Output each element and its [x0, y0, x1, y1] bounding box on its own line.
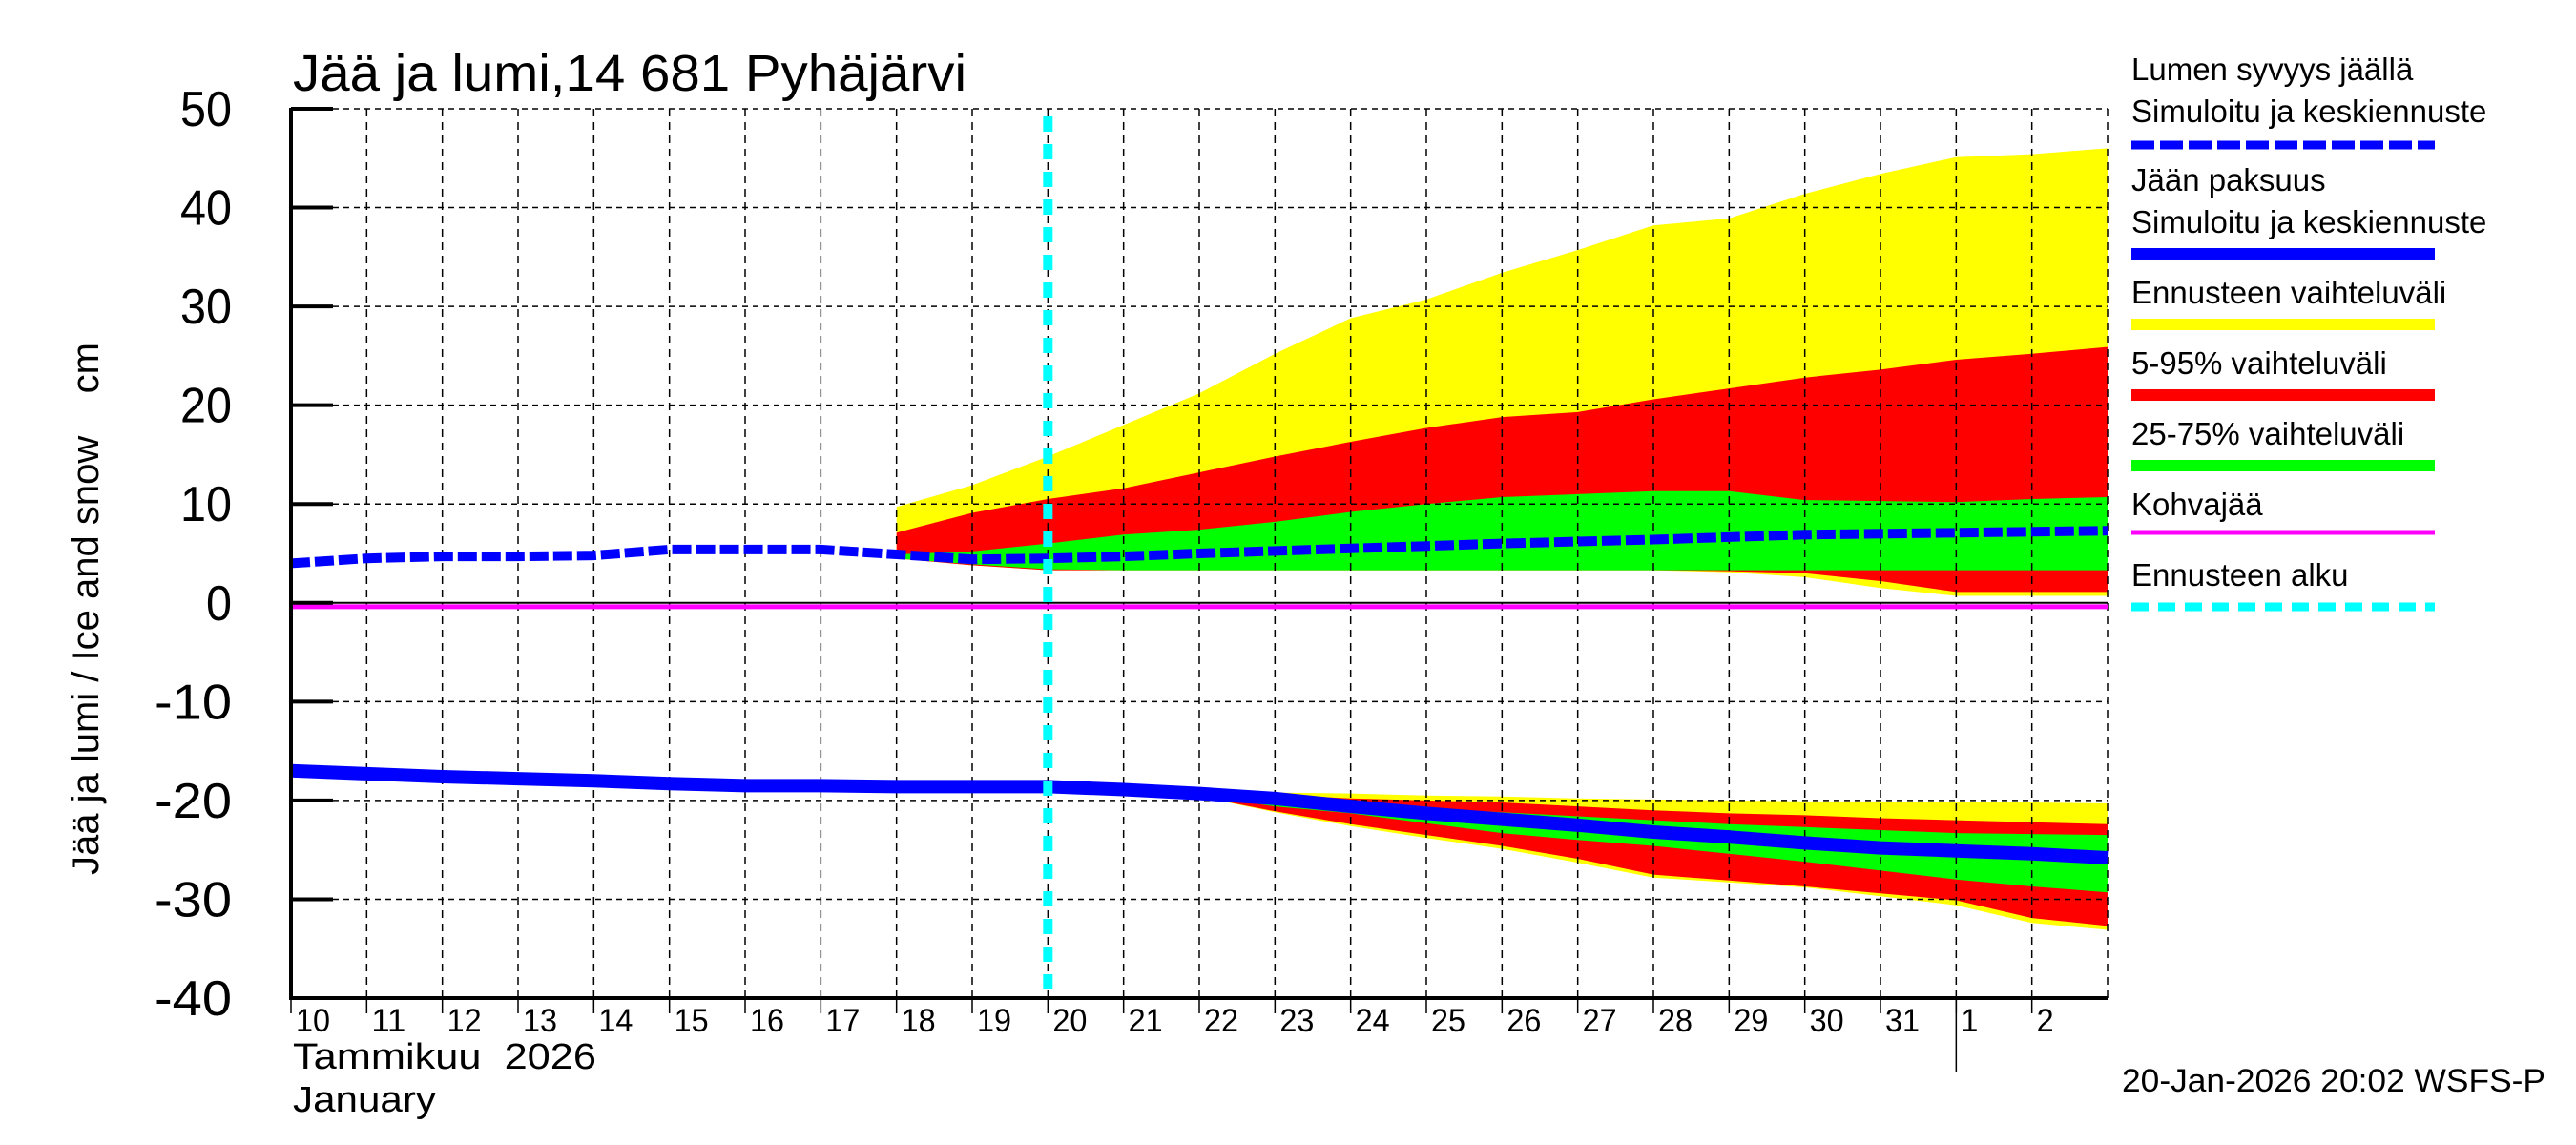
y-tick-label: -30	[155, 872, 232, 927]
x-tick-label: 20	[1052, 1003, 1087, 1039]
legend-label: 5-95% vaihteluväli	[2131, 345, 2387, 381]
chart-title: Jää ja lumi,14 681 Pyhäjärvi	[293, 45, 966, 102]
legend: Lumen syvyys jäällä Simuloitu ja keskienn…	[2131, 52, 2486, 612]
legend-label: Kohvajää	[2131, 487, 2263, 522]
x-tick-label: 23	[1279, 1003, 1314, 1039]
x-tick-label: 18	[902, 1003, 936, 1039]
x-tick-label: 30	[1810, 1003, 1844, 1039]
y-tick-label: -40	[155, 971, 232, 1027]
x-tick-label: 25	[1431, 1003, 1465, 1039]
legend-item: Lumen syvyys jäällä Simuloitu ja keskienn…	[2131, 52, 2486, 150]
y-tick-label: 20	[180, 379, 232, 434]
x-tick-label: 31	[1885, 1003, 1920, 1039]
x-axis-month-english: January	[293, 1080, 436, 1120]
x-tick-label: 26	[1506, 1003, 1541, 1039]
y-axis-title: Jää ja lumi / Ice and snow cm	[65, 343, 107, 875]
legend-label: Simuloitu ja keskiennuste	[2131, 204, 2486, 239]
x-tick-label: 15	[675, 1003, 709, 1039]
x-tick-labels: 10 11 12 13 14 15 16 17 18 19 20 21 22 23 24 25 26 27 28 29…	[296, 1003, 2054, 1039]
x-tick-label: 29	[1734, 1003, 1768, 1039]
y-tick-label: -20	[155, 774, 232, 829]
footer-timestamp: 20-Jan-2026 20:02 WSFS-P	[2122, 1063, 2545, 1099]
y-tick-label: 40	[180, 181, 232, 237]
legend-item: Ennusteen vaihteluväli	[2131, 275, 2446, 330]
x-tick-label: 1	[1961, 1003, 1978, 1039]
axes	[289, 107, 2108, 1072]
y-tick-label: 10	[180, 477, 232, 532]
series-lines	[290, 116, 2109, 998]
x-tick-label: 19	[977, 1003, 1011, 1039]
legend-item: Ennusteen alku	[2131, 557, 2435, 612]
y-tick-labels: 50 40 30 20 10 0 -10 -20 -30 -40	[155, 82, 232, 1027]
legend-label: Ennusteen alku	[2131, 557, 2349, 593]
x-tick-label: 22	[1204, 1003, 1238, 1039]
y-axis-label: Jää ja lumi / Ice and snow cm	[65, 343, 107, 875]
legend-label: Lumen syvyys jäällä	[2131, 52, 2414, 87]
ice-thickness-line	[290, 763, 2109, 864]
legend-item: 25-75% vaihteluväli	[2131, 416, 2435, 471]
y-tick-label: 30	[180, 280, 232, 335]
x-axis-month-label: Tammikuu 2026	[293, 1037, 596, 1077]
y-tick-label: -10	[155, 675, 232, 730]
y-tick-label: 0	[206, 576, 232, 632]
x-tick-label: 21	[1129, 1003, 1163, 1039]
legend-label: 25-75% vaihteluväli	[2131, 416, 2404, 451]
x-tick-label: 16	[750, 1003, 784, 1039]
x-tick-label: 10	[296, 1003, 330, 1039]
legend-item: Kohvajää	[2131, 487, 2435, 535]
x-tick-label: 2	[2037, 1003, 2054, 1039]
legend-label: Ennusteen vaihteluväli	[2131, 275, 2446, 310]
legend-item: 5-95% vaihteluväli	[2131, 345, 2435, 401]
x-tick-label: 13	[523, 1003, 557, 1039]
x-tick-label: 24	[1356, 1003, 1390, 1039]
y-tick-label: 50	[180, 82, 232, 137]
legend-label: Simuloitu ja keskiennuste	[2131, 94, 2486, 129]
legend-label: Jään paksuus	[2131, 162, 2326, 198]
legend-item: Jään paksuus Simuloitu ja keskiennuste	[2131, 162, 2486, 260]
x-tick-label: 14	[598, 1003, 633, 1039]
snow-depth-line	[290, 526, 2109, 569]
x-tick-label: 17	[825, 1003, 860, 1039]
x-tick-label: 28	[1658, 1003, 1693, 1039]
x-tick-label: 27	[1583, 1003, 1617, 1039]
x-tick-label: 11	[371, 1003, 405, 1039]
x-tick-label: 12	[447, 1003, 482, 1039]
